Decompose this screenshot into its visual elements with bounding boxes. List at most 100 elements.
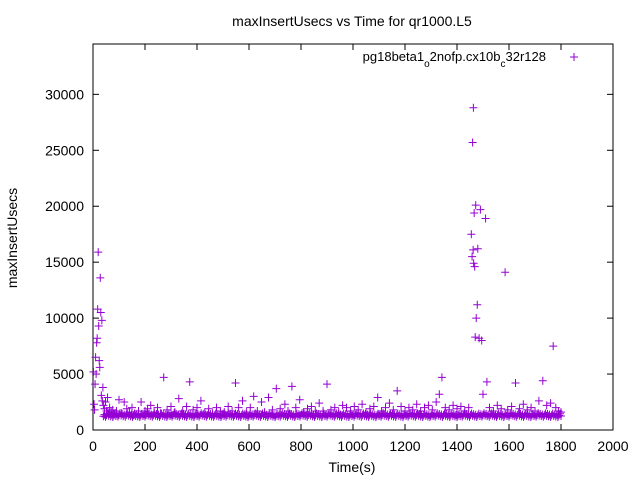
data-point	[167, 402, 175, 411]
data-point	[404, 403, 413, 412]
data-point	[90, 405, 99, 414]
data-point	[542, 401, 551, 410]
x-tick-label: 1600	[493, 438, 524, 454]
data-point	[264, 393, 273, 402]
data-point	[497, 404, 506, 413]
data-point	[342, 403, 351, 412]
data-point	[272, 384, 281, 393]
x-tick-label: 1400	[441, 438, 472, 454]
data-point	[538, 376, 547, 385]
data-point	[470, 208, 479, 217]
data-point	[93, 334, 102, 343]
data-point	[473, 300, 482, 309]
data-point	[469, 245, 478, 254]
data-point	[101, 398, 110, 407]
data-point	[476, 205, 485, 214]
data-point	[128, 403, 136, 412]
data-point	[287, 382, 296, 391]
data-point	[330, 403, 339, 412]
data-point	[231, 379, 240, 388]
data-point	[469, 103, 478, 112]
x-tick-label: 0	[89, 438, 97, 454]
axis-ticks: 0 200 400 600 800 1000 1200 1400 1600 1800 20000 50…	[45, 44, 629, 454]
data-point	[515, 404, 524, 413]
data-point	[397, 402, 406, 411]
x-tick-label: 1000	[337, 438, 368, 454]
data-point	[412, 400, 421, 409]
data-point	[307, 402, 316, 411]
data-point	[163, 405, 172, 414]
y-tick-label: 15000	[45, 254, 84, 270]
y-tick-label: 5000	[53, 366, 84, 382]
data-point	[468, 138, 477, 147]
data-point	[467, 230, 476, 239]
data-point	[479, 390, 487, 399]
data-point	[92, 370, 101, 379]
data-point	[373, 393, 382, 402]
data-point	[94, 248, 103, 257]
data-point	[280, 400, 289, 409]
y-tick-label: 0	[76, 422, 84, 438]
data-point	[493, 401, 502, 410]
data-point	[424, 401, 433, 410]
data-point	[120, 398, 129, 407]
x-axis-label: Time(s)	[329, 459, 376, 475]
data-point	[358, 400, 367, 409]
data-point	[432, 398, 441, 407]
legend-label: pg18beta1o2nofp.cx10bc32r128	[363, 49, 546, 70]
data-point	[276, 404, 285, 413]
data-point	[338, 401, 347, 410]
data-point	[501, 268, 510, 277]
data-point	[96, 273, 105, 282]
x-tick-label: 1800	[545, 438, 576, 454]
data-point	[557, 412, 565, 421]
data-point	[470, 262, 479, 271]
data-point	[146, 401, 155, 410]
data-point	[456, 402, 465, 411]
data-point	[473, 244, 482, 253]
x-tick-label: 400	[185, 438, 209, 454]
data-point	[291, 403, 300, 412]
data-point	[477, 336, 486, 345]
data-point	[91, 380, 100, 389]
data-point	[437, 373, 446, 382]
legend-point	[570, 53, 578, 61]
data-point	[519, 400, 528, 409]
data-point	[471, 333, 480, 342]
data-point	[485, 403, 494, 412]
x-tick-label: 800	[289, 438, 313, 454]
y-tick-label: 25000	[45, 142, 84, 158]
data-point	[323, 380, 331, 389]
data-point	[159, 373, 168, 382]
data-point	[546, 399, 555, 408]
data-point	[153, 403, 162, 412]
chart-title: maxInsertUsecs vs Time for qr1000.L5	[232, 13, 472, 29]
data-point	[249, 392, 258, 401]
data-point	[185, 377, 194, 386]
data-point	[212, 403, 221, 412]
data-point	[196, 396, 205, 405]
data-point	[96, 308, 105, 317]
data-point	[137, 398, 146, 407]
data-point	[108, 405, 117, 414]
data-point	[527, 403, 536, 412]
x-tick-label: 200	[133, 438, 157, 454]
data-point	[369, 402, 378, 411]
y-axis-label: maxInsertUsecs	[4, 188, 20, 288]
data-point	[95, 356, 104, 365]
data-point	[350, 402, 359, 411]
x-tick-label: 600	[237, 438, 261, 454]
data-point	[471, 201, 480, 210]
data-point	[511, 379, 520, 388]
data-point	[174, 394, 183, 403]
data-point	[449, 401, 458, 410]
x-tick-label: 1200	[389, 438, 420, 454]
data-point	[295, 395, 304, 404]
data-point	[95, 363, 104, 372]
data-point	[464, 403, 473, 412]
data-point	[481, 214, 490, 223]
y-tick-label: 20000	[45, 198, 84, 214]
data-point	[193, 403, 201, 412]
data-point	[393, 386, 402, 395]
